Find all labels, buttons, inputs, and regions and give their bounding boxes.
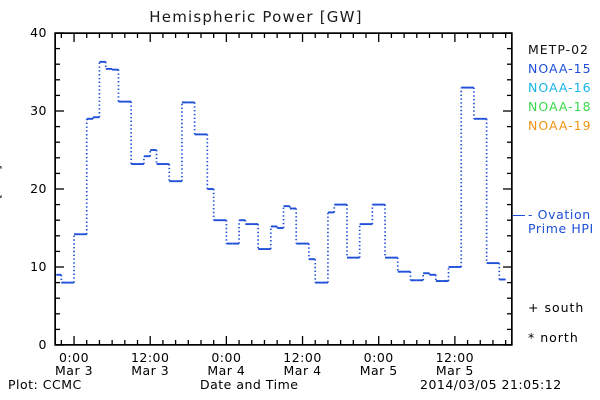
legend-item-noaa-16[interactable]: NOAA-16 <box>528 80 592 95</box>
south-marker-legend: + south <box>528 300 585 315</box>
x-axis-tick-label: 0:00 Mar 5 <box>359 350 398 378</box>
legend-item-noaa-18[interactable]: NOAA-18 <box>528 99 592 114</box>
y-axis-tick-label: 10 <box>30 259 47 274</box>
north-marker-legend: * north <box>528 330 579 345</box>
x-axis-tick-label: 0:00 Mar 3 <box>55 350 94 378</box>
x-axis-title: Date and Time <box>200 377 299 392</box>
series-0 <box>56 60 506 284</box>
y-axis-tick-label: 40 <box>30 25 47 40</box>
ovation-dash-icon <box>513 215 525 216</box>
y-axis-tick-label: 20 <box>30 181 47 196</box>
x-axis-tick-label: 12:00 Mar 3 <box>130 350 170 378</box>
x-axis-tick-label: 0:00 Mar 4 <box>207 350 246 378</box>
page-title: Hemispheric Power [GW] <box>149 8 363 26</box>
footer-timestamp: 2014/03/05 21:05:12 <box>420 377 562 392</box>
x-axis-tick-label: 12:00 Mar 5 <box>435 350 475 378</box>
legend-item-metp-02[interactable]: METP-02 <box>528 42 589 57</box>
x-axis-tick-label: 12:00 Mar 4 <box>283 350 322 378</box>
legend-item-noaa-15[interactable]: NOAA-15 <box>528 61 592 76</box>
ovation-prime-hpi-label: - Ovation Prime HPI <box>528 207 594 236</box>
footer-plot-source: Plot: CCMC <box>8 377 82 392</box>
y-axis-tick-label: 30 <box>30 103 47 118</box>
legend-item-noaa-19[interactable]: NOAA-19 <box>528 118 592 133</box>
y-axis-tick-label: 0 <box>38 337 47 352</box>
y-axis-title: P [GW] <box>0 164 3 212</box>
plot-area <box>55 33 512 345</box>
plot-border <box>54 32 513 346</box>
